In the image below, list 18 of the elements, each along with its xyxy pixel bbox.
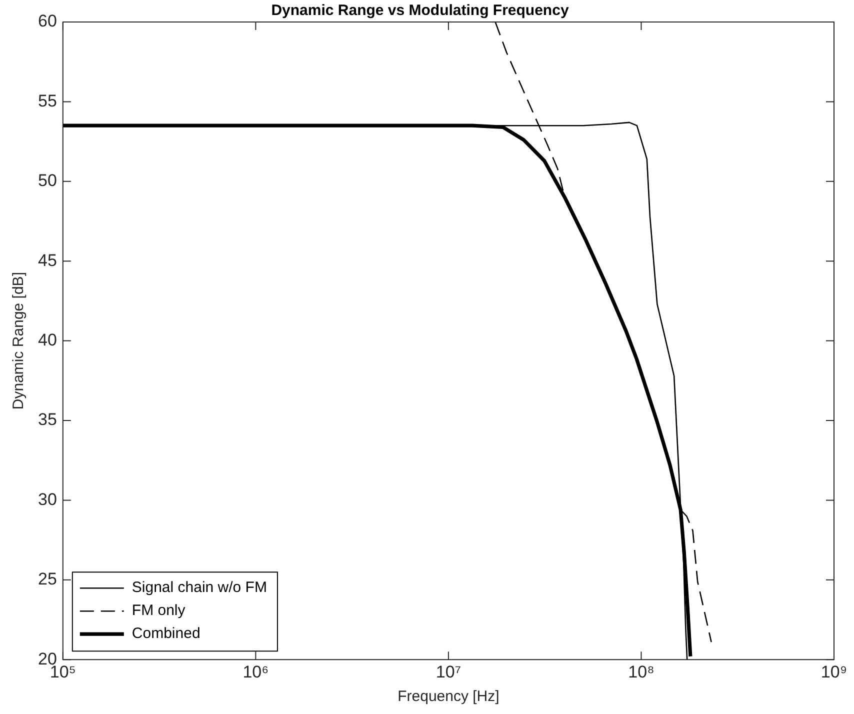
chart-title: Dynamic Range vs Modulating Frequency — [271, 2, 570, 20]
x-tick-label: 10⁷ — [436, 662, 461, 682]
legend-label: Combined — [132, 625, 200, 642]
y-tick-label: 40 — [38, 330, 57, 350]
x-tick-label: 10⁸ — [628, 662, 654, 682]
legend-label: FM only — [132, 602, 186, 620]
y-tick-label: 35 — [38, 410, 57, 430]
x-axis-title: Frequency [Hz] — [398, 688, 500, 706]
y-tick-label: 60 — [38, 12, 57, 31]
x-tick-label: 10⁹ — [820, 662, 848, 682]
y-tick-label: 55 — [38, 91, 57, 110]
x-tick-label: 10⁶ — [242, 662, 269, 682]
y-tick-label: 50 — [38, 171, 57, 190]
y-tick-label: 30 — [38, 490, 57, 509]
y-tick-label: 45 — [38, 250, 57, 270]
y-axis-title: Dynamic Range [dB] — [10, 272, 28, 410]
y-tick-label: 25 — [38, 570, 57, 589]
legend-label: Signal chain w/o FM — [132, 579, 267, 596]
